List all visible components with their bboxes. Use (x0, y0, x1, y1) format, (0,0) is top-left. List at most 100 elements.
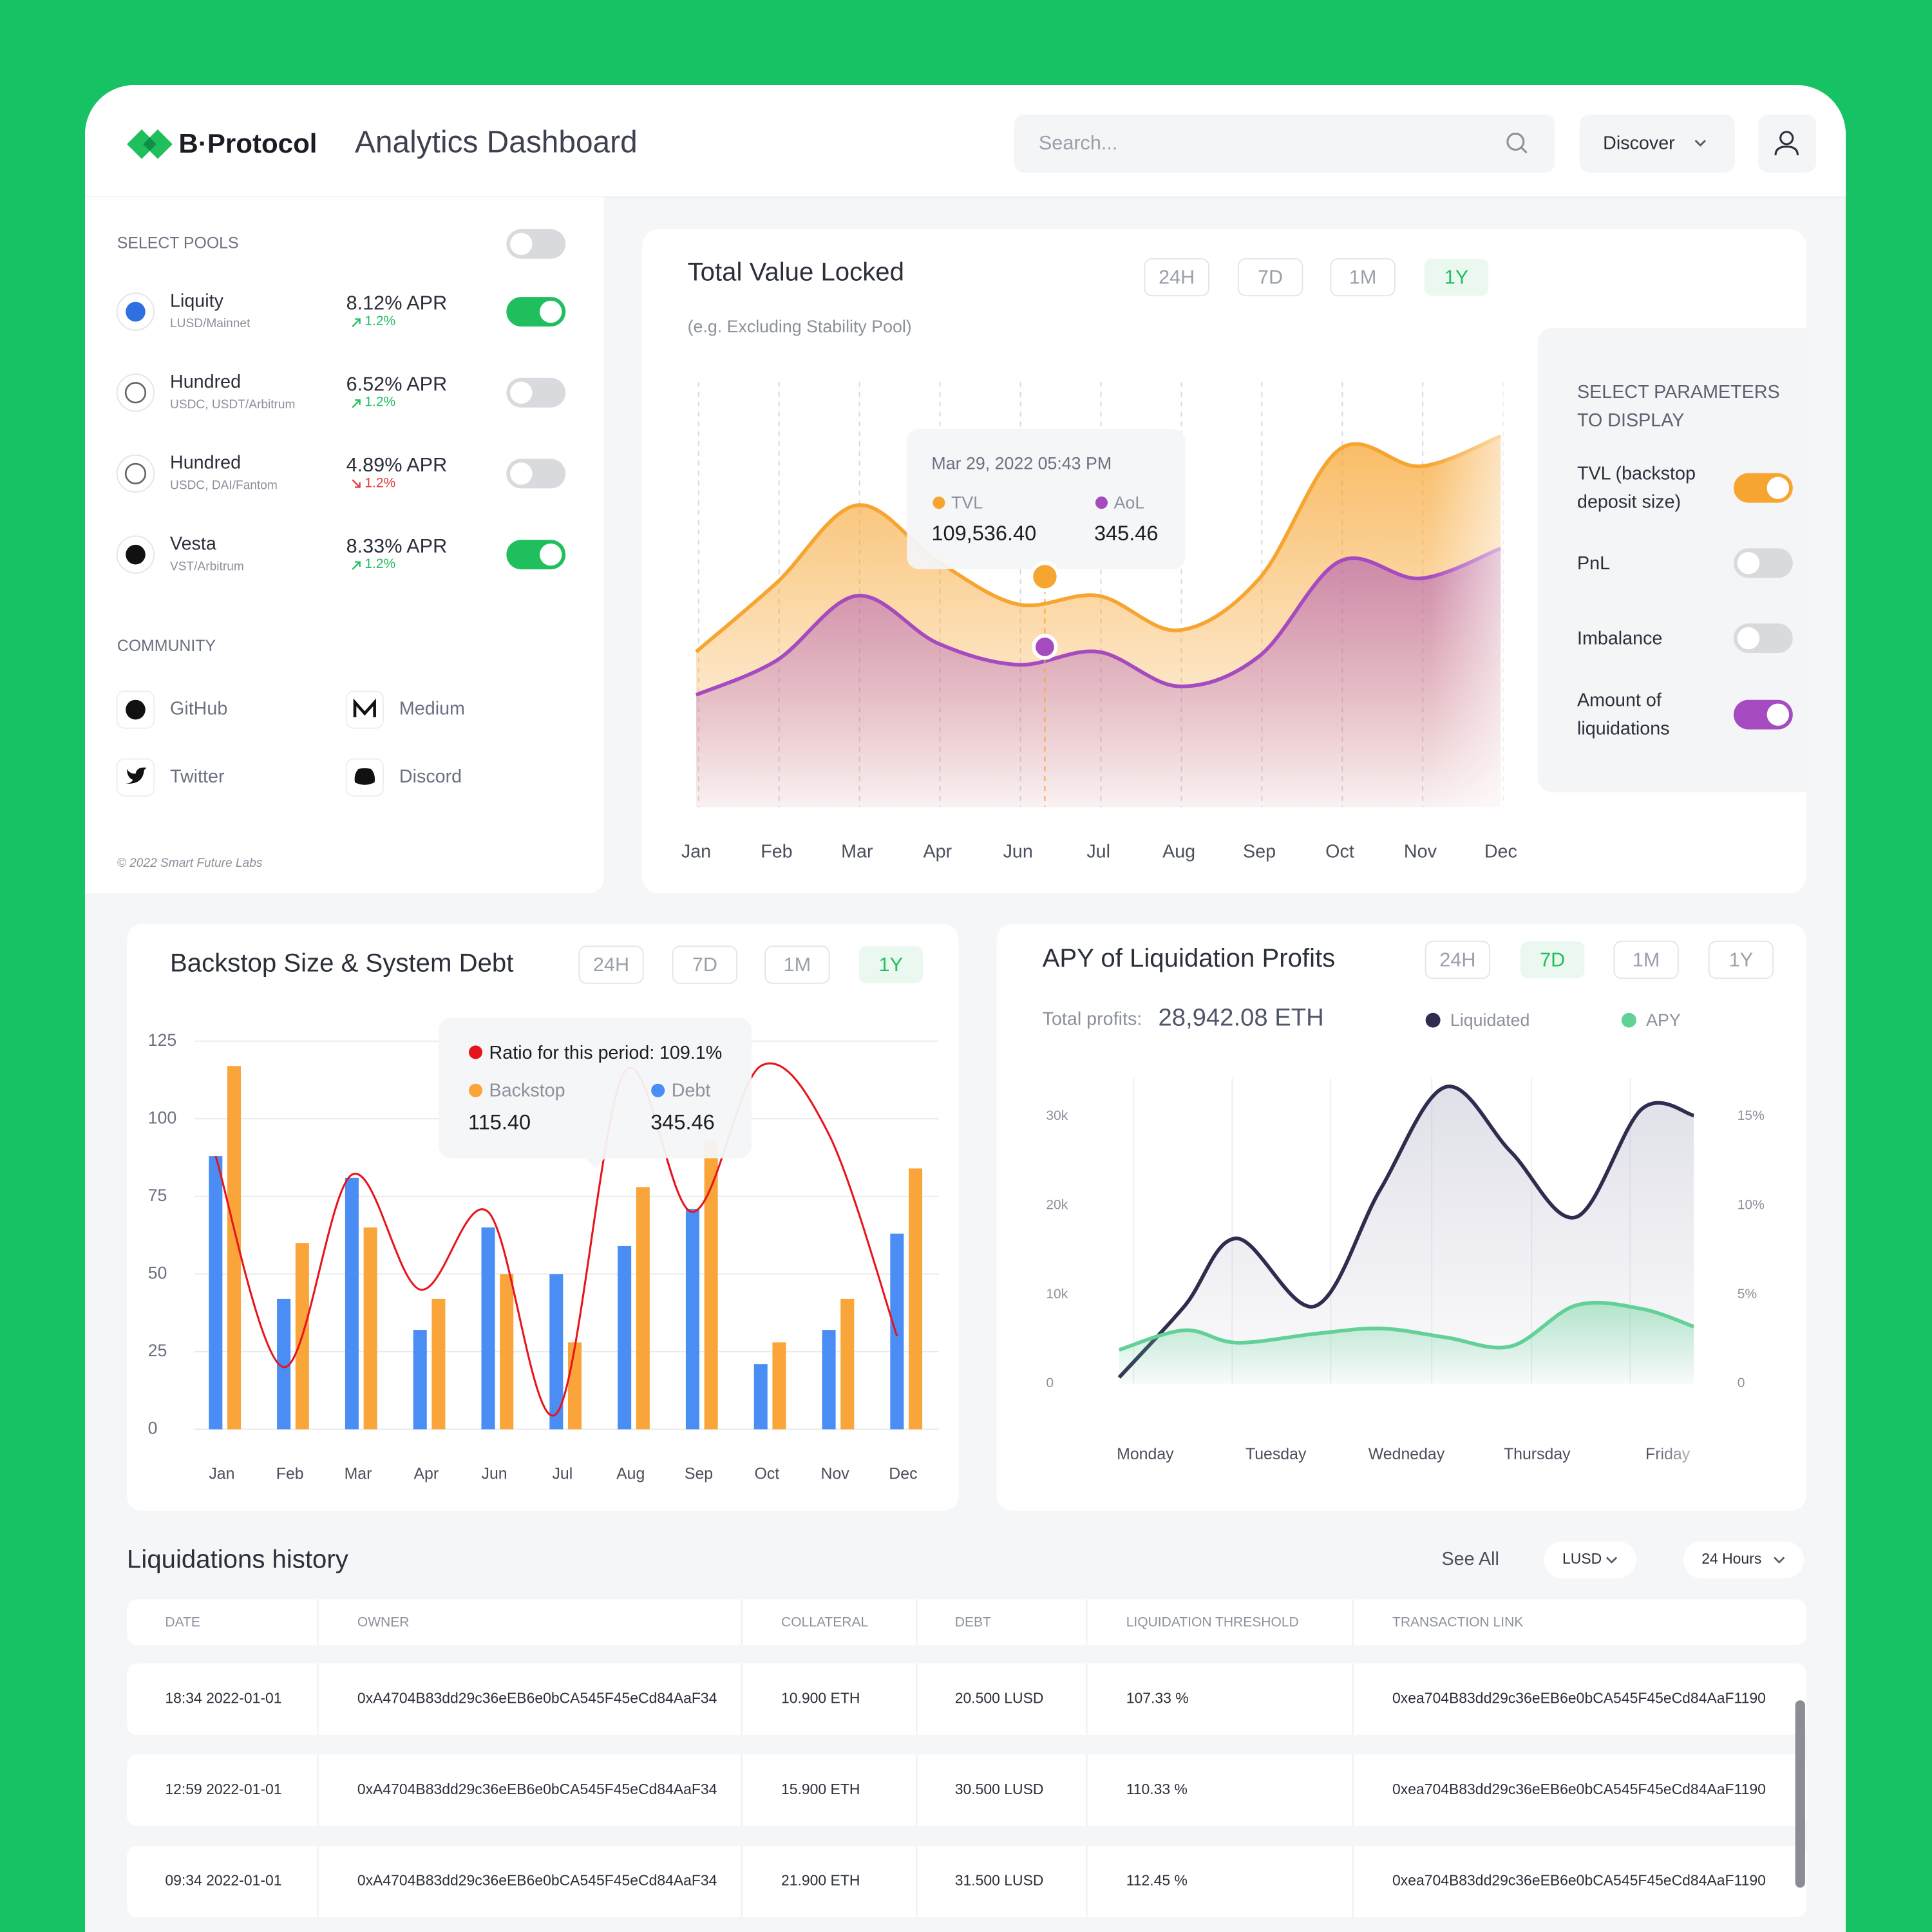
pool-apr: 4.89% APR (346, 454, 448, 476)
discord-icon[interactable] (354, 768, 375, 785)
tooltip (907, 428, 1186, 569)
bar (227, 1066, 242, 1430)
series-line (1118, 1300, 1695, 1352)
range-button[interactable] (1520, 941, 1585, 979)
column-header: COLLATERAL (781, 1615, 868, 1629)
filter-label: LUSD (1562, 1550, 1602, 1567)
chevron (1605, 1557, 1618, 1564)
range-button[interactable] (1613, 940, 1679, 980)
toggle-knob[interactable] (540, 543, 562, 566)
table-cell: 12:59 2022-01-01 (165, 1781, 281, 1797)
toggle-knob[interactable] (1766, 477, 1790, 499)
pool-icon-mark (124, 462, 147, 485)
table-cell: 30.500 LUSD (955, 1781, 1044, 1797)
see-all[interactable]: See All (1442, 1549, 1499, 1569)
range-button[interactable] (1708, 940, 1774, 980)
x-tick-label: Tuesday (1245, 1445, 1307, 1463)
link-icon[interactable] (345, 690, 384, 729)
range-button[interactable] (1330, 258, 1396, 297)
table-cell: 15.900 ETH (781, 1781, 860, 1797)
community-link[interactable]: Discord (399, 766, 462, 787)
toggle-knob[interactable] (510, 232, 533, 256)
menu-button[interactable] (1579, 114, 1735, 173)
column-header: TRANSACTION LINK (1392, 1615, 1523, 1629)
table-row (127, 1846, 1806, 1918)
x-tick-label: Feb (276, 1465, 304, 1483)
x-tick-label: Dec (1484, 842, 1517, 862)
section-heading: SELECT POOLS (117, 234, 239, 252)
table-cell: 112.45 % (1126, 1872, 1188, 1889)
table-cell: 31.500 LUSD (955, 1872, 1044, 1889)
table-cell: 10.900 ETH (781, 1689, 860, 1706)
toggle-knob[interactable] (1737, 552, 1760, 574)
bar (772, 1342, 786, 1430)
range-button[interactable] (1424, 258, 1489, 296)
tooltip-value: 115.40 (468, 1110, 531, 1133)
pool-apr: 8.12% APR (346, 292, 448, 314)
table-cell[interactable]: 0xea704B83dd29c36eEB6e0bCA545F45eCd84AaF… (1392, 1872, 1766, 1889)
filter-pill[interactable] (1683, 1541, 1804, 1578)
range-button[interactable] (1237, 258, 1303, 297)
search-box[interactable] (1014, 114, 1555, 173)
medium-icon[interactable] (353, 698, 376, 717)
trend-arrow (352, 399, 361, 408)
twitter-icon[interactable] (126, 767, 147, 784)
table-title: Liquidations history (127, 1545, 348, 1574)
community-link[interactable]: Medium (399, 699, 465, 719)
legend-label: APY (1646, 1010, 1681, 1030)
table-cell: 09:34 2022-01-01 (165, 1872, 281, 1889)
community-link[interactable]: GitHub (170, 699, 227, 719)
range-button[interactable] (672, 945, 738, 984)
y-tick-label: 50 (148, 1263, 167, 1282)
range-button[interactable] (858, 946, 923, 983)
page-title: Analytics Dashboard (355, 125, 638, 159)
trend-arrow (352, 479, 361, 488)
y2-tick-label: 10% (1738, 1197, 1765, 1212)
toggle-knob[interactable] (1766, 703, 1790, 726)
search-icon (1506, 133, 1525, 151)
toggle-knob[interactable] (510, 462, 533, 485)
y-tick-label: 125 (148, 1030, 177, 1050)
range-label: 1Y (1444, 266, 1468, 288)
panel-heading: SELECT PARAMETERS TO DISPLAY (1577, 382, 1780, 431)
x-tick-label: Jun (1003, 842, 1033, 862)
community-link[interactable]: Twitter (170, 766, 225, 787)
table-row (127, 1754, 1806, 1826)
bar (431, 1298, 446, 1430)
chevron (1774, 1557, 1785, 1564)
column-header: LIQUIDATION THRESHOLD (1126, 1615, 1299, 1629)
range-label: 1M (1633, 949, 1660, 971)
table-header (127, 1599, 1806, 1645)
bar (277, 1298, 291, 1430)
filter-label: 24 Hours (1701, 1550, 1761, 1567)
bar (618, 1245, 632, 1430)
menu-label: Discover (1603, 133, 1675, 153)
tooltip-value: 109,536.40 (931, 522, 1036, 545)
series-line (695, 434, 1502, 654)
range-button[interactable] (1425, 940, 1491, 980)
legend-dot (933, 497, 945, 509)
bar (568, 1342, 582, 1430)
filter-pill[interactable] (1544, 1541, 1636, 1578)
ratio-line (214, 1062, 898, 1417)
bar (345, 1177, 359, 1430)
bar (363, 1227, 377, 1430)
bar (704, 1140, 718, 1430)
y2-tick-label: 0 (1738, 1376, 1745, 1390)
table-cell[interactable]: 0xea704B83dd29c36eEB6e0bCA545F45eCd84AaF… (1392, 1781, 1766, 1797)
toggle-knob[interactable] (540, 300, 562, 323)
range-button[interactable] (764, 945, 830, 984)
github-icon[interactable] (126, 699, 146, 720)
x-tick-label: Jul (1086, 842, 1110, 862)
series-line (695, 546, 1502, 697)
range-button[interactable] (578, 945, 644, 984)
toggle-knob[interactable] (510, 381, 533, 404)
pool-network: USDC, DAI/Fantom (170, 479, 278, 493)
parameter-label-box: Imbalance (1577, 628, 1662, 649)
toggle-knob[interactable] (1737, 627, 1760, 650)
parameter-label-box: Amount of liquidations (1577, 690, 1670, 739)
x-tick-label: Jan (209, 1465, 234, 1483)
range-button[interactable] (1144, 258, 1209, 297)
x-tick-label: Jan (681, 842, 711, 862)
table-cell[interactable]: 0xea704B83dd29c36eEB6e0bCA545F45eCd84AaF… (1392, 1689, 1766, 1706)
